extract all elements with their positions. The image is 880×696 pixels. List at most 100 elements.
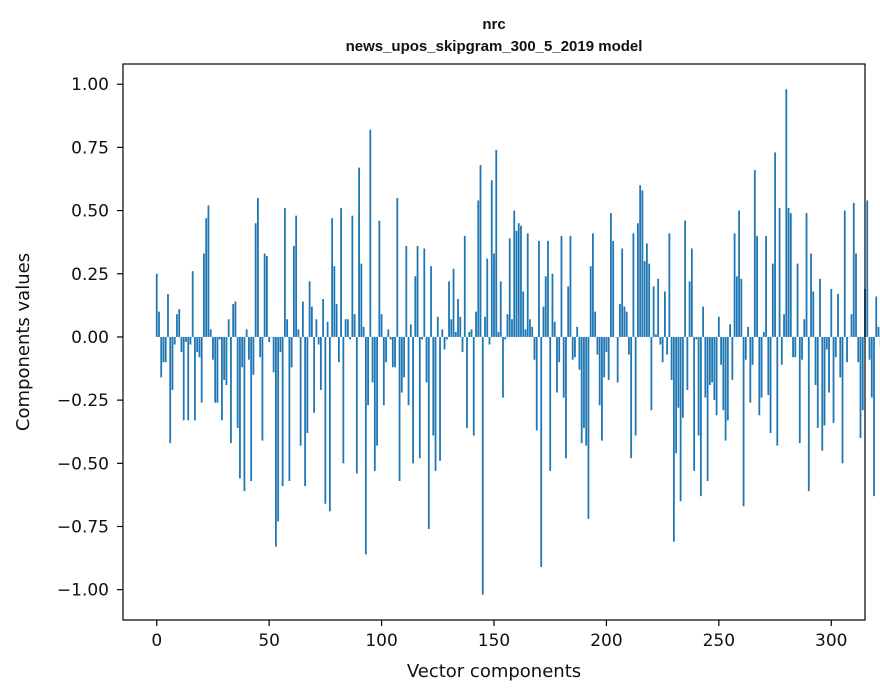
- bar: [652, 286, 655, 337]
- bar: [292, 245, 295, 337]
- bar: [358, 167, 360, 337]
- bar: [697, 336, 700, 436]
- bar: [457, 299, 459, 337]
- bar: [619, 304, 621, 337]
- bar: [724, 336, 727, 441]
- bar: [301, 301, 304, 337]
- bar: [875, 296, 878, 337]
- bar: [164, 336, 167, 363]
- bar: [789, 213, 792, 337]
- bar: [369, 129, 372, 337]
- bar: [776, 336, 779, 446]
- bar: [254, 223, 257, 337]
- bar: [783, 314, 785, 337]
- bar: [409, 324, 412, 337]
- bar: [720, 336, 722, 365]
- bar: [212, 336, 214, 360]
- bar: [841, 336, 844, 464]
- bar: [717, 316, 720, 337]
- bar: [158, 311, 160, 337]
- bar: [592, 233, 594, 337]
- bar: [549, 336, 552, 471]
- bar: [259, 336, 262, 358]
- bar: [490, 180, 493, 337]
- x-tick-label: 100: [365, 631, 397, 651]
- bar: [189, 336, 192, 345]
- bar: [855, 253, 857, 337]
- bar: [677, 336, 680, 408]
- bar: [182, 336, 185, 421]
- bar: [643, 261, 646, 337]
- bar: [585, 336, 588, 446]
- bar: [297, 329, 300, 337]
- bar: [623, 306, 626, 337]
- bar: [155, 273, 158, 337]
- bar: [448, 281, 450, 337]
- bar: [596, 336, 599, 355]
- bar: [308, 281, 311, 337]
- bar: [551, 273, 554, 337]
- bar: [823, 336, 826, 426]
- bar: [828, 336, 830, 393]
- bar: [319, 336, 322, 391]
- bar: [850, 314, 853, 337]
- bar: [454, 331, 457, 337]
- bar: [389, 336, 392, 340]
- bar: [825, 336, 828, 350]
- bar: [414, 276, 417, 337]
- bar: [459, 316, 462, 337]
- bar: [816, 336, 819, 428]
- bar: [861, 336, 864, 411]
- bar: [241, 336, 244, 368]
- bar: [176, 314, 178, 337]
- bar: [198, 336, 201, 358]
- bar: [272, 336, 275, 373]
- bar: [245, 329, 248, 337]
- bar: [508, 238, 511, 337]
- bar: [187, 336, 190, 421]
- bar: [400, 336, 403, 393]
- y-tick-label: 0.00: [71, 328, 109, 348]
- bar: [859, 336, 862, 439]
- bar: [418, 336, 421, 459]
- bar: [771, 263, 774, 337]
- bar: [834, 336, 837, 358]
- bar: [578, 336, 581, 370]
- bar: [477, 200, 480, 337]
- x-tick-label: 300: [815, 631, 847, 651]
- bar: [313, 336, 316, 413]
- bar: [580, 336, 583, 444]
- bar: [468, 331, 471, 337]
- bar: [805, 213, 808, 337]
- bar: [654, 334, 657, 337]
- bar: [688, 281, 691, 337]
- bar: [263, 253, 266, 337]
- bar: [423, 248, 426, 337]
- bar: [558, 336, 561, 363]
- bar: [753, 170, 756, 337]
- bar: [576, 326, 579, 337]
- bar: [230, 336, 232, 444]
- bar: [672, 336, 675, 542]
- bar: [747, 326, 749, 337]
- bar: [583, 336, 585, 428]
- bar: [529, 319, 531, 337]
- y-tick-label: −1.00: [57, 581, 109, 601]
- bar: [515, 230, 518, 337]
- bar: [601, 336, 603, 441]
- bar: [695, 336, 698, 340]
- bar: [837, 293, 839, 337]
- bar: [479, 165, 482, 337]
- bar: [405, 245, 408, 337]
- bar: [535, 336, 538, 431]
- y-tick-label: −0.75: [57, 517, 109, 537]
- bar: [738, 210, 740, 337]
- bar: [650, 336, 653, 411]
- bar: [396, 197, 399, 337]
- x-tick-label: 50: [258, 631, 280, 651]
- bar: [742, 336, 745, 507]
- bar: [587, 336, 590, 519]
- bar: [713, 336, 716, 401]
- bar: [565, 336, 567, 459]
- bar: [160, 336, 163, 378]
